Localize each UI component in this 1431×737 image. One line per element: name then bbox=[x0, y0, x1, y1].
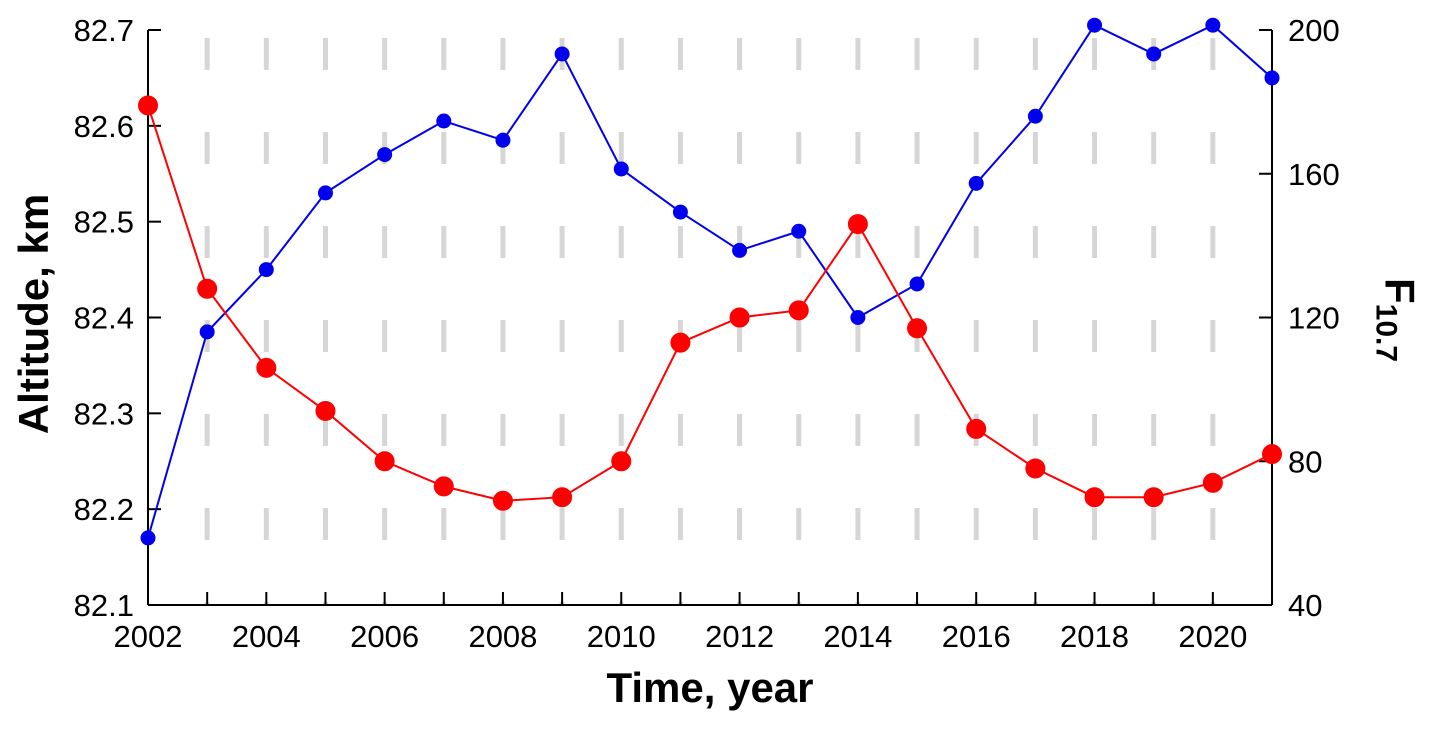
f107-marker-2004 bbox=[256, 357, 277, 378]
altitude-marker-2011 bbox=[672, 204, 688, 220]
f107-marker-2003 bbox=[197, 278, 218, 299]
svg-text:82.3: 82.3 bbox=[74, 396, 134, 431]
altitude-marker-2015 bbox=[909, 276, 925, 292]
svg-text:2008: 2008 bbox=[468, 619, 537, 654]
altitude-marker-2003 bbox=[199, 324, 215, 340]
altitude-marker-2016 bbox=[968, 175, 984, 191]
svg-text:2016: 2016 bbox=[942, 619, 1011, 654]
y-axis-label-right: F10.7 bbox=[1368, 278, 1423, 362]
f107-symbol: F bbox=[1376, 277, 1424, 304]
svg-text:2020: 2020 bbox=[1178, 619, 1247, 654]
f107-marker-2019 bbox=[1143, 487, 1164, 508]
svg-text:2018: 2018 bbox=[1060, 619, 1129, 654]
altitude-marker-2004 bbox=[258, 262, 274, 278]
f107-line bbox=[147, 105, 1273, 502]
svg-text:2014: 2014 bbox=[823, 619, 892, 654]
f107-marker-2015 bbox=[907, 318, 928, 339]
svg-text:82.5: 82.5 bbox=[74, 205, 134, 240]
svg-text:40: 40 bbox=[1288, 588, 1322, 623]
altitude-marker-2009 bbox=[554, 46, 570, 62]
altitude-marker-2021 bbox=[1264, 70, 1280, 86]
f107-marker-2017 bbox=[1025, 458, 1046, 479]
altitude-marker-2020 bbox=[1205, 17, 1221, 33]
f107-marker-2021 bbox=[1262, 444, 1282, 465]
f107-marker-2016 bbox=[966, 418, 987, 439]
altitude-marker-2013 bbox=[791, 223, 807, 239]
altitude-marker-2005 bbox=[317, 185, 333, 201]
svg-text:82.7: 82.7 bbox=[74, 13, 134, 48]
svg-text:120: 120 bbox=[1288, 301, 1340, 336]
altitude-marker-2017 bbox=[1027, 108, 1043, 124]
svg-text:160: 160 bbox=[1288, 157, 1340, 192]
x-gridlines bbox=[204, 38, 1216, 605]
altitude-marker-2014 bbox=[850, 310, 866, 325]
f107-marker-2005 bbox=[315, 400, 336, 421]
altitude-line bbox=[147, 23, 1273, 539]
axes bbox=[147, 30, 1273, 606]
f107-marker-2008 bbox=[492, 490, 513, 511]
svg-text:2010: 2010 bbox=[587, 619, 656, 654]
altitude-marker-2002 bbox=[140, 530, 156, 546]
svg-text:2002: 2002 bbox=[114, 619, 183, 654]
f107-marker-2002 bbox=[138, 95, 158, 116]
f107-marker-2014 bbox=[847, 214, 868, 235]
f107-subscript: 10.7 bbox=[1369, 303, 1403, 363]
svg-text:80: 80 bbox=[1288, 444, 1322, 479]
svg-text:82.1: 82.1 bbox=[74, 588, 134, 623]
altitude-marker-2018 bbox=[1087, 17, 1103, 33]
svg-text:200: 200 bbox=[1288, 13, 1340, 48]
f107-marker-2006 bbox=[374, 451, 395, 472]
series-f107 bbox=[138, 95, 1282, 511]
svg-text:82.6: 82.6 bbox=[74, 109, 134, 144]
svg-text:2006: 2006 bbox=[350, 619, 419, 654]
svg-text:82.4: 82.4 bbox=[74, 301, 134, 336]
f107-marker-2018 bbox=[1084, 487, 1105, 508]
altitude-marker-2010 bbox=[613, 161, 629, 177]
f107-marker-2010 bbox=[611, 451, 632, 472]
altitude-marker-2019 bbox=[1146, 46, 1162, 62]
f107-marker-2013 bbox=[788, 300, 809, 321]
y-axis-label-left: Altitude, km bbox=[10, 193, 57, 435]
altitude-marker-2008 bbox=[495, 132, 511, 148]
svg-text:82.2: 82.2 bbox=[74, 492, 134, 527]
altitude-marker-2012 bbox=[732, 242, 748, 258]
x-axis-ticks: 2002 2004 2006 2008 2010 2012 2014 2016 2018 2020 bbox=[114, 592, 1273, 654]
series-altitude bbox=[140, 17, 1280, 546]
f107-marker-2020 bbox=[1202, 472, 1223, 493]
altitude-marker-2006 bbox=[377, 147, 393, 163]
f107-marker-2009 bbox=[552, 487, 573, 508]
x-axis-label: Time, year bbox=[606, 664, 814, 711]
f107-marker-2011 bbox=[670, 332, 691, 353]
f107-marker-2007 bbox=[433, 476, 454, 497]
f107-marker-2012 bbox=[729, 307, 750, 328]
left-axis-ticks: 82.1 82.2 82.3 82.4 82.5 82.6 82.7 bbox=[74, 13, 161, 623]
svg-text:2004: 2004 bbox=[232, 619, 301, 654]
altitude-marker-2007 bbox=[436, 113, 452, 129]
right-axis-ticks: 40 80 120 160 200 bbox=[1259, 13, 1340, 623]
svg-text:2012: 2012 bbox=[705, 619, 774, 654]
